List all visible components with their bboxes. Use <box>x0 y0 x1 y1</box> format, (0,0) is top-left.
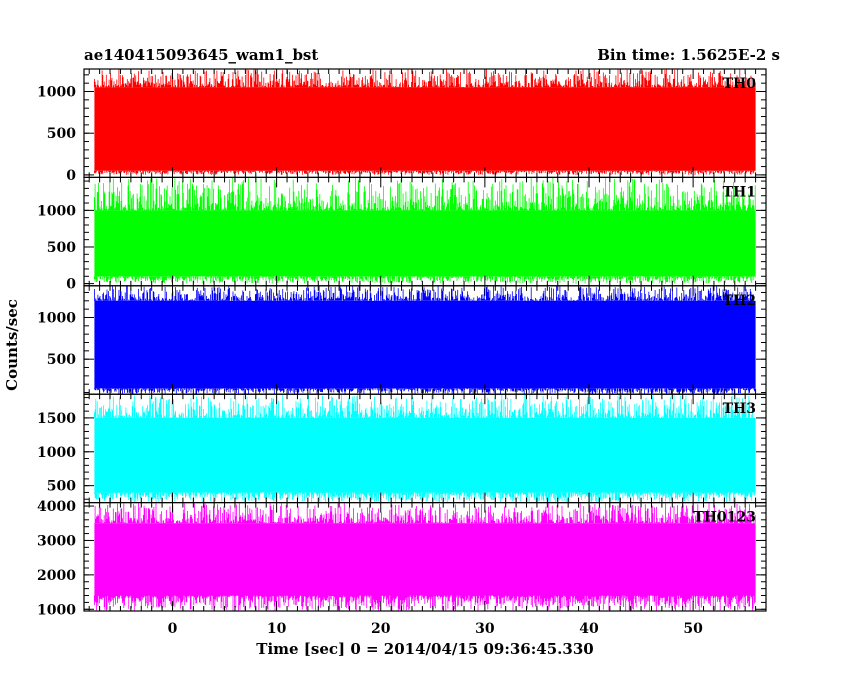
panel-label: TH0123 <box>693 510 756 526</box>
y-tick-label: 1000 <box>37 203 76 219</box>
y-tick-label: 1000 <box>37 602 76 618</box>
x-tick-label: 50 <box>683 621 703 637</box>
panel-th0123: 1000 2000 3000 4000 TH0123 <box>37 499 767 618</box>
y-axis-label: Counts/sec <box>3 299 21 391</box>
panel-label: TH3 <box>723 401 756 417</box>
series-band <box>94 210 756 277</box>
series-th3 <box>94 394 756 503</box>
x-tick-label: 0 <box>168 621 178 637</box>
panel-frame <box>83 502 767 612</box>
series-band <box>94 300 756 389</box>
series-spikes <box>94 69 756 175</box>
x-tick-label: 40 <box>579 621 599 637</box>
y-tick-label: 2000 <box>37 568 76 584</box>
panel-th1: 0 500 1000 TH1 <box>37 176 767 293</box>
y-tick-label: 1000 <box>37 85 76 101</box>
series-th0 <box>94 69 756 175</box>
y-tick-label: 500 <box>47 240 76 256</box>
series-th2 <box>94 285 756 395</box>
y-tick-label: 3000 <box>37 533 76 549</box>
x-axis-label: Time [sec] 0 = 2014/04/15 09:36:45.330 <box>256 640 593 658</box>
chart-title: ae140415093645_wam1_bst <box>84 46 318 64</box>
y-tick-label: 1000 <box>37 310 76 326</box>
series-band <box>94 87 756 171</box>
y-tick-label: 4000 <box>37 499 76 515</box>
y-tick-label: 1500 <box>37 411 76 427</box>
x-tick-label: 30 <box>475 621 495 637</box>
panel-label: TH0 <box>723 76 757 92</box>
y-tick-label: 500 <box>47 479 76 495</box>
series-band <box>94 417 756 493</box>
bin-time-label: Bin time: 1.5625E-2 s <box>597 46 780 64</box>
y-tick-label: 500 <box>47 352 76 368</box>
series-band <box>94 523 756 596</box>
series-spikes <box>94 502 756 611</box>
series-th1 <box>94 177 756 284</box>
x-tick-label: 20 <box>371 621 391 637</box>
y-tick-label: 0 <box>66 277 76 293</box>
panel-th3: 500 1000 1500 TH3 <box>37 393 767 504</box>
series-th0123 <box>94 502 756 611</box>
series-spikes <box>94 285 756 395</box>
panel-label: TH1 <box>723 184 756 200</box>
panel-th0: 0 500 1000 TH0 <box>37 68 767 184</box>
panels-group: 05001000TH005001000TH15001000TH250010001… <box>37 68 767 618</box>
x-tick-label: 10 <box>267 621 287 637</box>
x-axis: 0 10 20 30 40 50 <box>168 621 703 637</box>
series-spikes <box>94 177 756 284</box>
panel-label: TH2 <box>723 293 756 309</box>
y-tick-label: 1000 <box>37 445 76 461</box>
y-tick-label: 0 <box>66 168 76 184</box>
y-tick-label: 500 <box>47 126 76 142</box>
panel-th2: 500 1000 TH2 <box>37 285 767 395</box>
